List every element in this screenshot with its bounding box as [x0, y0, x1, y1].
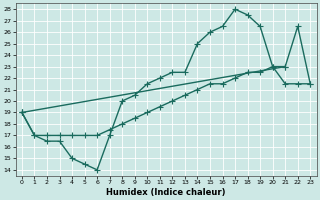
X-axis label: Humidex (Indice chaleur): Humidex (Indice chaleur) — [106, 188, 226, 197]
